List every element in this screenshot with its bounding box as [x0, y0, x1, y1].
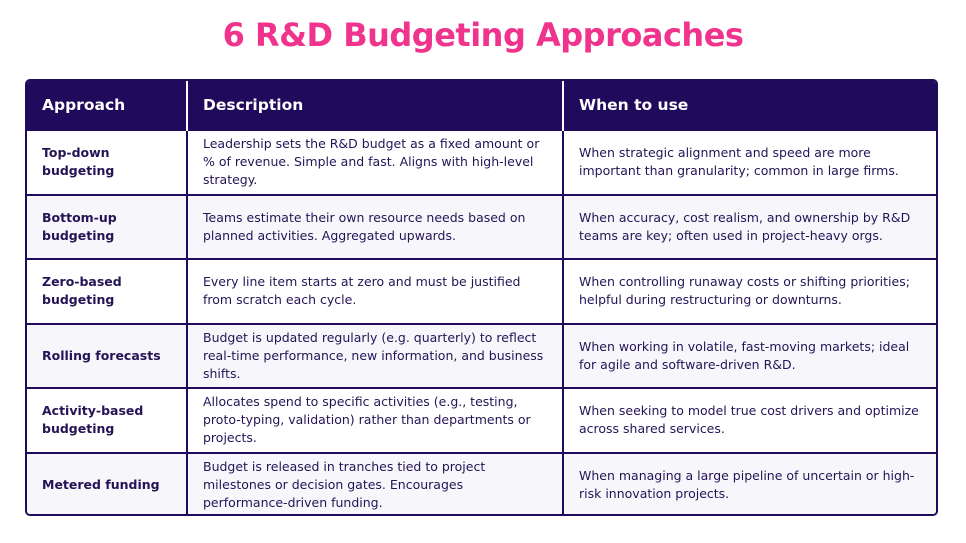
- table-row: Zero-based budgeting Every line item sta…: [27, 258, 936, 324]
- approach-cell: Metered funding: [27, 451, 188, 514]
- description-cell: Teams estimate their own resource needs …: [187, 193, 564, 259]
- approach-cell: Zero-based budgeting: [27, 258, 188, 324]
- when-to-use-cell: When controlling runaway costs or shifti…: [563, 258, 936, 324]
- page-title: 6 R&D Budgeting Approaches: [222, 16, 744, 54]
- description-cell: Budget is updated regularly (e.g. quarte…: [187, 322, 564, 388]
- column-header-description: Description: [187, 81, 564, 130]
- when-to-use-cell: When accuracy, cost realism, and ownersh…: [563, 193, 936, 259]
- when-to-use-cell: When strategic alignment and speed are m…: [563, 129, 936, 195]
- description-cell: Budget is released in tranches tied to p…: [187, 451, 564, 514]
- approach-cell: Activity-based budgeting: [27, 387, 188, 453]
- description-cell: Leadership sets the R&D budget as a fixe…: [187, 129, 564, 195]
- description-cell: Allocates spend to specific activities (…: [187, 387, 564, 453]
- table-row: Top-down budgeting Leadership sets the R…: [27, 129, 936, 195]
- when-to-use-cell: When managing a large pipeline of uncert…: [563, 451, 936, 514]
- when-to-use-cell: When seeking to model true cost drivers …: [563, 387, 936, 453]
- description-cell: Every line item starts at zero and must …: [187, 258, 564, 324]
- column-header-when-to-use: When to use: [579, 96, 689, 114]
- approach-cell: Rolling forecasts: [27, 322, 188, 388]
- table-row: Metered funding Budget is released in tr…: [27, 451, 936, 514]
- when-to-use-cell: When working in volatile, fast-moving ma…: [563, 322, 936, 388]
- approach-cell: Top-down budgeting: [27, 129, 188, 195]
- column-header-approach: Approach: [27, 81, 188, 130]
- budgeting-approaches-table: Approach Description When to use Top-dow…: [25, 79, 938, 516]
- table-row: Rolling forecasts Budget is updated regu…: [27, 322, 936, 388]
- table-row: Bottom-up budgeting Teams estimate their…: [27, 193, 936, 259]
- table-row: Activity-based budgeting Allocates spend…: [27, 387, 936, 453]
- approach-cell: Bottom-up budgeting: [27, 193, 188, 259]
- table-header-row: Approach Description When to use: [27, 81, 936, 130]
